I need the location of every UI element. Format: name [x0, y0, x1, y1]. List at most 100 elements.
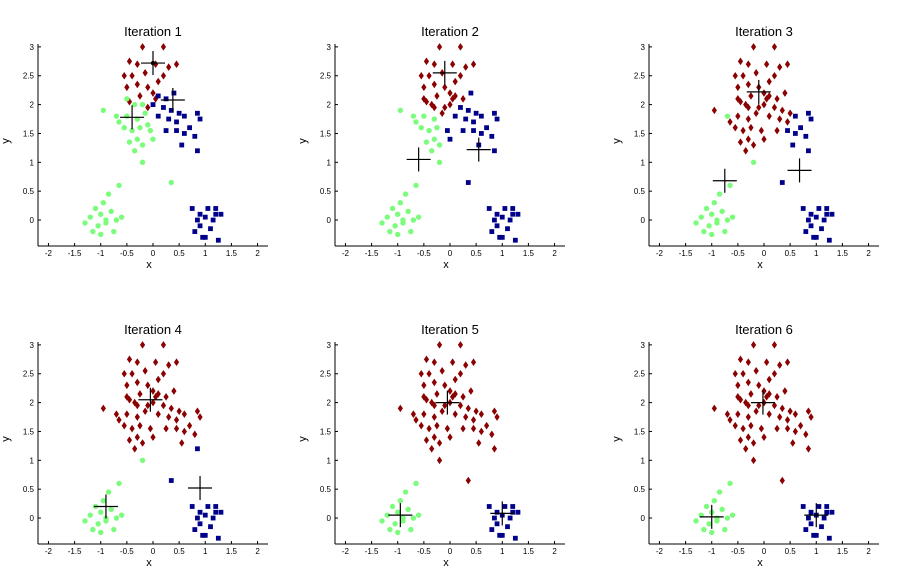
y-tick-label: 3	[641, 341, 646, 350]
y-axis-label: y	[611, 436, 623, 442]
scatter-panel-5: Iteration 5 -2 -1.5 -1 -0.5 0 0.5 1 1.5 2 0 0.5 1 1.5…	[297, 322, 565, 569]
data-point-diamond	[423, 395, 430, 404]
data-point-circle	[397, 498, 404, 504]
data-point-circle	[105, 489, 112, 495]
centroid-marker	[490, 501, 515, 526]
data-point-square	[811, 234, 817, 240]
data-point-square	[478, 131, 484, 136]
data-point-diamond	[421, 381, 427, 390]
y-tick-label: 3	[30, 341, 35, 350]
data-point-square	[210, 515, 216, 521]
data-point-circle	[703, 503, 710, 510]
data-point-diamond	[766, 92, 772, 100]
data-point-diamond	[155, 410, 161, 418]
data-point-square	[489, 527, 495, 532]
data-point-diamond	[163, 393, 169, 401]
data-point-square	[826, 535, 832, 541]
y-tick-label: 3	[30, 43, 35, 52]
data-point-diamond	[155, 77, 161, 86]
data-point-diamond	[179, 439, 185, 447]
data-point-diamond	[737, 138, 744, 146]
data-point-diamond	[168, 404, 174, 413]
data-point-diamond	[743, 398, 749, 407]
data-point-diamond	[447, 100, 453, 109]
data-point-circle	[87, 214, 93, 220]
data-point-circle	[421, 113, 427, 119]
data-point-diamond	[735, 95, 741, 103]
data-point-diamond	[745, 135, 751, 144]
y-tick-label: 0.5	[23, 187, 35, 196]
data-point-circle	[434, 124, 440, 131]
x-tick-label: 2	[552, 547, 557, 556]
data-point-circle	[124, 96, 130, 102]
data-point-square	[195, 446, 200, 452]
data-point-square	[499, 532, 505, 538]
data-point-diamond	[756, 103, 762, 112]
data-point-circle	[410, 113, 417, 119]
data-point-square	[829, 211, 835, 217]
x-tick-label: 1	[203, 547, 208, 556]
data-point-square	[806, 148, 811, 154]
data-point-diamond	[489, 430, 495, 439]
data-point-square	[486, 206, 492, 211]
data-point-square	[489, 133, 495, 139]
data-point-diamond	[431, 378, 437, 387]
data-point-diamond	[491, 407, 498, 416]
data-point-diamond	[126, 355, 133, 364]
data-point-diamond	[782, 387, 788, 395]
data-point-square	[197, 116, 203, 122]
data-point-circle	[137, 124, 143, 131]
data-point-diamond	[764, 358, 770, 366]
data-point-diamond	[792, 410, 798, 418]
data-point-diamond	[442, 103, 448, 112]
x-tick-label: 1.5	[837, 249, 849, 258]
x-tick-label: 1.5	[523, 249, 535, 258]
data-point-circle	[410, 217, 417, 223]
y-tick-label: 2	[327, 101, 332, 110]
data-point-circle	[693, 518, 699, 524]
data-point-circle	[703, 205, 710, 212]
data-point-diamond	[166, 361, 172, 369]
data-point-diamond	[121, 369, 127, 378]
data-point-square	[155, 93, 161, 99]
data-point-diamond	[463, 63, 469, 71]
y-tick-label: 0.5	[320, 187, 332, 196]
y-tick-label: 2	[30, 399, 35, 408]
data-point-circle	[90, 526, 96, 533]
x-tick-label: -2	[342, 547, 350, 556]
data-point-diamond	[163, 424, 169, 433]
x-tick-label: 2	[255, 249, 260, 258]
data-point-square	[213, 211, 219, 217]
data-point-diamond	[735, 381, 741, 390]
data-point-circle	[87, 512, 93, 518]
data-point-circle	[168, 179, 174, 186]
data-point-diamond	[784, 60, 791, 68]
data-point-diamond	[124, 381, 130, 390]
y-tick-label: 1.5	[320, 427, 332, 436]
data-point-diamond	[431, 80, 437, 89]
data-point-square	[505, 226, 510, 232]
scatter-panel-3: Iteration 3 -2 -1.5 -1 -0.5 0 0.5 1 1.5 2 0 0.5 1 1.5…	[611, 24, 879, 271]
x-tick-label: -2	[656, 249, 664, 258]
data-point-circle	[405, 506, 411, 513]
y-tick-label: 0	[30, 514, 35, 523]
data-point-diamond	[431, 358, 437, 366]
data-point-diamond	[732, 123, 738, 132]
data-point-diamond	[743, 146, 749, 155]
data-point-diamond	[753, 407, 759, 416]
data-point-diamond	[740, 71, 746, 80]
data-point-diamond	[121, 421, 127, 430]
data-point-circle	[415, 214, 422, 220]
data-point-diamond	[764, 393, 770, 401]
data-point-diamond	[426, 71, 432, 80]
data-point-diamond	[447, 89, 453, 97]
data-point-diamond	[439, 407, 445, 416]
data-point-diamond	[421, 95, 427, 103]
centroid-marker	[804, 503, 829, 528]
data-point-square	[798, 125, 803, 131]
data-point-diamond	[463, 361, 469, 369]
data-point-diamond	[436, 439, 443, 447]
data-point-circle	[415, 512, 422, 518]
data-point-diamond	[421, 410, 427, 418]
data-point-diamond	[766, 77, 772, 86]
